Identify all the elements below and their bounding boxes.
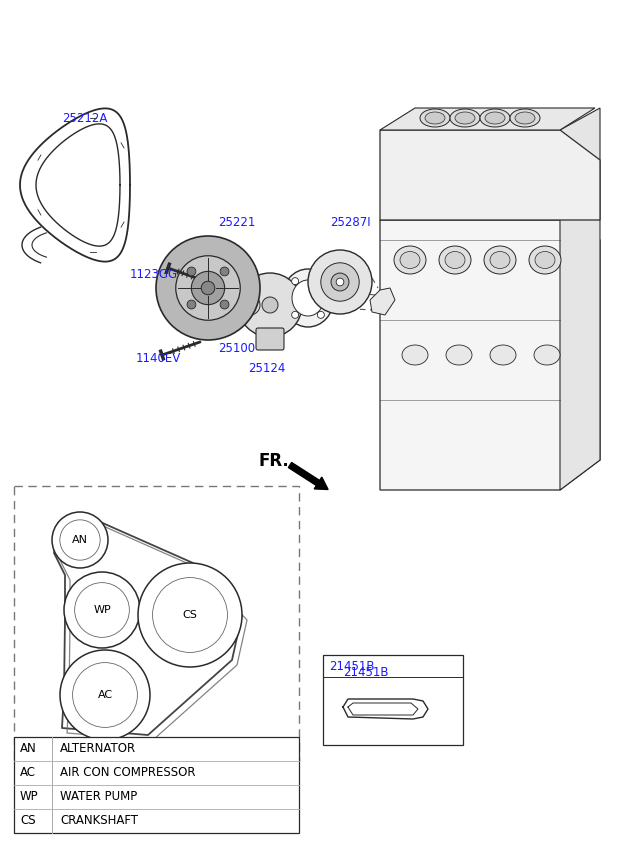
FancyArrow shape: [288, 462, 328, 489]
Ellipse shape: [394, 246, 426, 274]
Ellipse shape: [455, 112, 475, 124]
Circle shape: [220, 267, 229, 276]
Circle shape: [60, 650, 150, 740]
Text: WP: WP: [93, 605, 111, 615]
Text: AC: AC: [20, 767, 36, 779]
Ellipse shape: [480, 109, 510, 127]
Circle shape: [321, 263, 359, 301]
Circle shape: [187, 300, 196, 309]
Text: 1140EV: 1140EV: [136, 352, 181, 365]
Text: ALTERNATOR: ALTERNATOR: [60, 743, 136, 756]
Polygon shape: [370, 288, 395, 315]
Circle shape: [317, 311, 324, 318]
Text: AC: AC: [97, 690, 113, 700]
Bar: [14, 486, 299, 761]
Ellipse shape: [402, 345, 428, 365]
Text: 21451B: 21451B: [329, 660, 374, 672]
Text: WP: WP: [20, 790, 38, 804]
Ellipse shape: [450, 109, 480, 127]
Text: FR.: FR.: [258, 452, 289, 470]
Ellipse shape: [515, 112, 535, 124]
Circle shape: [291, 277, 299, 285]
Ellipse shape: [446, 345, 472, 365]
Text: 25100: 25100: [218, 342, 255, 354]
Circle shape: [220, 300, 229, 309]
Text: CS: CS: [20, 814, 35, 828]
Polygon shape: [380, 108, 595, 130]
Circle shape: [175, 256, 240, 321]
Circle shape: [192, 271, 224, 304]
Circle shape: [138, 563, 242, 667]
Ellipse shape: [510, 109, 540, 127]
Ellipse shape: [439, 246, 471, 274]
Ellipse shape: [282, 269, 334, 327]
Text: 25124: 25124: [248, 361, 285, 375]
Text: 21451B: 21451B: [343, 666, 389, 678]
Circle shape: [60, 520, 100, 561]
Circle shape: [317, 277, 324, 285]
Ellipse shape: [529, 246, 561, 274]
Ellipse shape: [445, 252, 465, 269]
Ellipse shape: [484, 246, 516, 274]
Circle shape: [202, 282, 215, 295]
Text: WATER PUMP: WATER PUMP: [60, 790, 137, 804]
Circle shape: [262, 297, 278, 313]
Polygon shape: [380, 220, 600, 490]
Text: CRANKSHAFT: CRANKSHAFT: [60, 814, 138, 828]
Ellipse shape: [534, 345, 560, 365]
Circle shape: [153, 577, 228, 652]
Circle shape: [291, 311, 299, 318]
Text: 25221: 25221: [218, 215, 255, 228]
Circle shape: [64, 572, 140, 648]
Text: 25212A: 25212A: [62, 111, 107, 125]
Bar: [14, 737, 299, 833]
Text: CS: CS: [182, 610, 197, 620]
Bar: [323, 655, 463, 745]
Circle shape: [240, 295, 260, 315]
Ellipse shape: [485, 112, 505, 124]
FancyBboxPatch shape: [256, 328, 284, 350]
Text: 1123GG: 1123GG: [130, 269, 178, 282]
Circle shape: [74, 583, 130, 638]
Circle shape: [156, 236, 260, 340]
Ellipse shape: [490, 345, 516, 365]
Ellipse shape: [292, 280, 324, 316]
Ellipse shape: [535, 252, 555, 269]
Circle shape: [52, 512, 108, 568]
Circle shape: [73, 662, 138, 728]
Polygon shape: [560, 108, 600, 490]
Circle shape: [336, 278, 344, 286]
Ellipse shape: [425, 112, 445, 124]
Text: AN: AN: [20, 743, 37, 756]
Ellipse shape: [400, 252, 420, 269]
Ellipse shape: [420, 109, 450, 127]
Circle shape: [331, 273, 349, 291]
Circle shape: [308, 250, 372, 314]
Circle shape: [238, 273, 302, 337]
Text: AN: AN: [72, 535, 88, 545]
Text: AIR CON COMPRESSOR: AIR CON COMPRESSOR: [60, 767, 195, 779]
Ellipse shape: [490, 252, 510, 269]
Text: 25287I: 25287I: [330, 215, 371, 228]
Circle shape: [187, 267, 196, 276]
Polygon shape: [380, 130, 600, 220]
